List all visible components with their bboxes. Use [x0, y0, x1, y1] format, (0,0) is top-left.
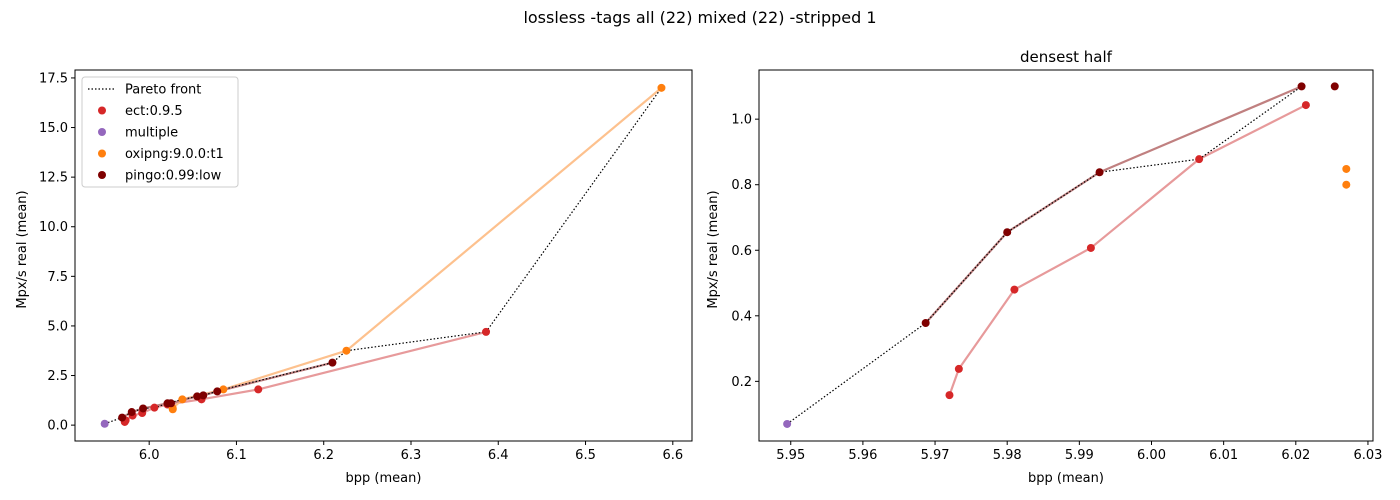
left-y-tick-label: 5.0 [47, 319, 68, 334]
right-y-tick-label: 0.4 [731, 309, 752, 324]
left-ect-point [482, 327, 491, 336]
left-y-tick-label: 17.5 [39, 71, 68, 86]
left-pingo-point [213, 387, 222, 396]
legend-oxipng-swatch [98, 149, 106, 158]
right-multiple-point [783, 419, 792, 428]
right-plot-frame [758, 69, 1374, 442]
left-y-axis-label: Mpx/s real (mean) [15, 190, 30, 308]
left-oxipng-point [219, 385, 228, 394]
left-y-tick-label: 2.5 [47, 369, 68, 384]
left-pingo-point [199, 391, 208, 400]
left-x-tick-label: 6.3 [401, 448, 422, 463]
left-x-tick-label: 6.0 [139, 448, 160, 463]
left-oxipng-series-line [171, 87, 663, 410]
left-oxipng-point [657, 83, 666, 92]
right-x-tick-label: 5.96 [848, 448, 877, 463]
right-x-tick-label: 6.00 [1137, 448, 1166, 463]
figure-suptitle: lossless -tags all (22) mixed (22) -stri… [523, 8, 876, 27]
right-y-tick-label: 1.0 [731, 113, 752, 128]
left-x-tick-label: 6.2 [313, 448, 334, 463]
right-x-tick-label: 6.01 [1209, 448, 1238, 463]
left-plot-frame [74, 69, 693, 442]
legend-entry-label: ect:0.9.5 [125, 104, 183, 119]
left-pingo-point [328, 358, 337, 367]
left-chart: bpp (mean) Mpx/s real (mean) 6.0 6.1 6.2 6.… [15, 69, 693, 486]
right-ect-point [945, 391, 954, 400]
left-pingo-point [118, 413, 127, 422]
left-y-tick-label: 0.0 [47, 419, 68, 434]
left-chart-legend: Pareto front ect:0.9.5 multiple oxipng:9.0.… [81, 76, 239, 188]
right-ect-series-line [948, 104, 1307, 396]
right-y-tick-label: 0.8 [731, 178, 752, 193]
right-ect-point [1010, 285, 1019, 294]
left-ect-point [254, 385, 263, 394]
left-ect-point [150, 403, 159, 412]
left-pingo-point [166, 399, 175, 408]
right-y-tick-label: 0.6 [731, 244, 752, 259]
right-pingo-series-line [924, 85, 1303, 324]
right-pingo-point [921, 319, 930, 328]
right-pingo-point [1003, 228, 1012, 237]
left-pingo-point [193, 392, 202, 401]
right-pingo-point [1297, 82, 1306, 91]
right-y-axis-label: Mpx/s real (mean) [706, 190, 721, 308]
right-ect-point [954, 364, 963, 373]
right-pingo-point [1095, 168, 1104, 177]
left-y-tick-label: 15.0 [39, 121, 68, 136]
left-x-tick-label: 6.5 [575, 448, 596, 463]
legend-entry-label: Pareto front [125, 83, 201, 98]
legend-pingo-swatch [98, 171, 106, 179]
right-oxipng-point [1342, 180, 1351, 189]
left-pingo-point [139, 404, 148, 413]
right-pingo-point [1330, 82, 1339, 91]
right-ect-point [1195, 155, 1204, 164]
left-y-tick-label: 12.5 [39, 171, 68, 186]
legend-entry-label: multiple [125, 126, 178, 141]
right-pareto-front-line [786, 85, 1302, 425]
left-pingo-point [127, 408, 136, 417]
right-x-tick-label: 5.95 [776, 448, 805, 463]
legend-ect-swatch [98, 106, 106, 115]
right-x-tick-label: 6.02 [1281, 448, 1310, 463]
legend-multiple-swatch [98, 128, 106, 136]
left-multiple-point [100, 419, 109, 428]
left-oxipng-point [178, 395, 187, 404]
left-y-tick-label: 7.5 [47, 270, 68, 285]
right-x-tick-label: 5.99 [1065, 448, 1094, 463]
right-x-tick-label: 6.03 [1353, 448, 1382, 463]
right-y-tick-label: 0.2 [731, 375, 752, 390]
right-chart-title: densest half [1020, 48, 1113, 66]
right-x-tick-label: 5.97 [921, 448, 950, 463]
left-x-axis-label: bpp (mean) [346, 471, 422, 486]
right-ect-point [1301, 101, 1310, 110]
left-x-tick-label: 6.1 [226, 448, 247, 463]
right-chart: bpp (mean) Mpx/s real (mean) 5.95 5.96 5.9… [706, 69, 1382, 486]
left-ect-series-line [123, 330, 487, 423]
right-x-tick-label: 5.98 [993, 448, 1022, 463]
left-y-tick-label: 10.0 [39, 220, 68, 235]
right-ect-point [1086, 243, 1095, 252]
legend-entry-label: oxipng:9.0.0:t1 [125, 147, 224, 162]
left-x-tick-label: 6.6 [662, 448, 683, 463]
left-oxipng-point [342, 346, 351, 355]
legend-box [81, 76, 239, 188]
left-x-tick-label: 6.4 [488, 448, 509, 463]
right-oxipng-point [1342, 164, 1351, 173]
legend-entry-label: pingo:0.99:low [125, 169, 222, 184]
right-x-axis-label: bpp (mean) [1028, 471, 1104, 486]
